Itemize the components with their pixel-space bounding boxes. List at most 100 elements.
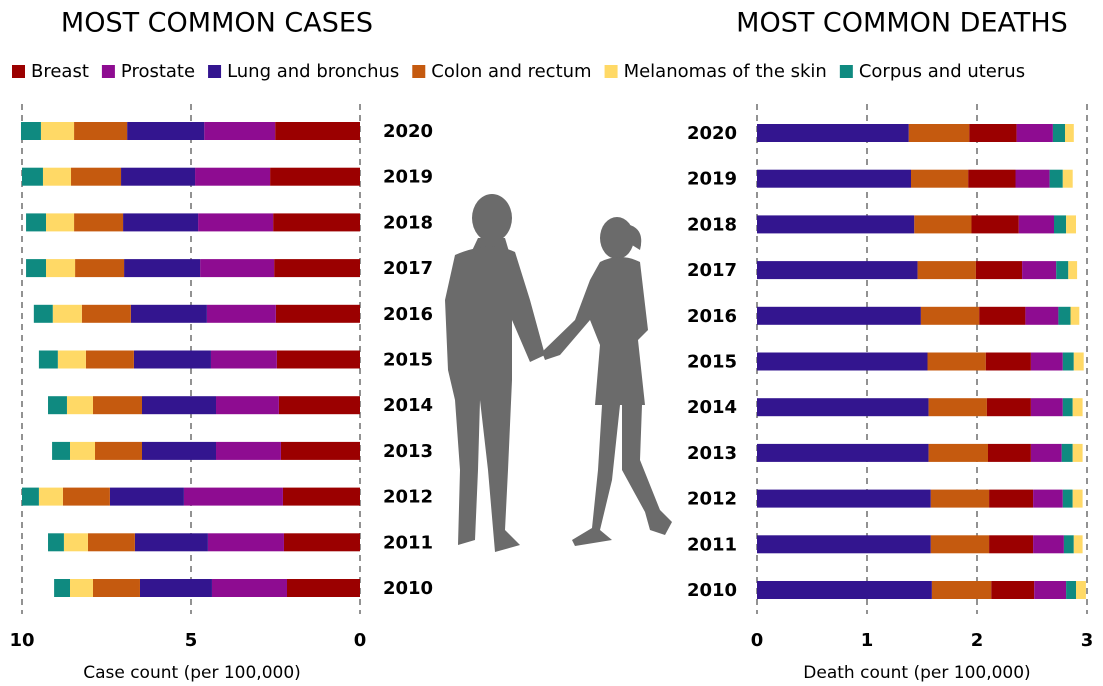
x-axis-label: Death count (per 100,000) <box>803 663 1030 683</box>
bar-segment <box>1058 307 1070 325</box>
bar-segment <box>757 535 931 553</box>
bar-segment <box>67 396 93 414</box>
bar-segment <box>135 533 208 551</box>
bar-segment <box>757 490 931 508</box>
bar-segment <box>988 444 1031 462</box>
bar-segment <box>93 396 142 414</box>
bar-segment <box>1068 261 1077 279</box>
bar-segment <box>1022 261 1056 279</box>
bar-segment <box>216 442 281 460</box>
bar-segment <box>270 168 360 186</box>
bar-segment <box>283 488 360 506</box>
bar-segment <box>53 305 82 323</box>
bar-segment <box>1056 261 1068 279</box>
bar-segment <box>929 444 988 462</box>
bar-segment <box>86 351 134 369</box>
chart-title: MOST COMMON CASES <box>61 8 373 39</box>
bar-segment <box>1066 215 1076 233</box>
bar-segment <box>48 396 67 414</box>
bar-segment <box>142 442 216 460</box>
legend-swatch <box>208 65 221 78</box>
bar-segment <box>26 213 46 231</box>
y-tick-label: 2016 <box>383 304 433 325</box>
legend-swatch <box>840 65 853 78</box>
bar-segment <box>64 533 88 551</box>
bar-segment <box>757 444 929 462</box>
bar-segment <box>184 488 283 506</box>
bar-segment <box>1033 535 1064 553</box>
bar-segment <box>48 533 64 551</box>
bar-segment <box>127 122 204 140</box>
bar-segment <box>54 579 70 597</box>
bar-segment <box>1066 581 1076 599</box>
bar-segment <box>22 168 43 186</box>
y-tick-label: 2013 <box>383 441 433 462</box>
bar-segment <box>207 305 276 323</box>
bar-segment <box>140 579 212 597</box>
y-tick-label: 2012 <box>687 489 737 510</box>
bar-segment <box>95 442 142 460</box>
y-tick-label: 2011 <box>383 532 433 553</box>
bar-segment <box>70 442 95 460</box>
chart: MOST COMMON CASES MOST COMMON DEATHS Cas… <box>0 0 1103 686</box>
bar-segment <box>757 307 921 325</box>
bar-segment <box>82 305 131 323</box>
bar-segment <box>757 124 909 142</box>
bar-segment <box>1034 581 1066 599</box>
bar-segment <box>273 213 360 231</box>
bar-segment <box>58 351 86 369</box>
bar-segment <box>1016 170 1050 188</box>
bar-segment <box>121 168 195 186</box>
bar-segment <box>21 122 41 140</box>
bar-segment <box>1017 124 1053 142</box>
bar-segment <box>1073 490 1083 508</box>
chart-title: MOST COMMON DEATHS <box>736 8 1068 39</box>
bar-segment <box>968 170 1015 188</box>
y-tick-label: 2011 <box>687 534 737 555</box>
legend-label: Colon and rectum <box>431 61 591 82</box>
bar-segment <box>1063 353 1074 371</box>
bar-segment <box>1062 444 1073 462</box>
bar-segment <box>1054 215 1066 233</box>
bar-segment <box>1076 581 1086 599</box>
bar-segment <box>22 488 39 506</box>
bar-segment <box>1071 307 1080 325</box>
bar-segment <box>124 259 200 277</box>
y-tick-label: 2015 <box>687 352 737 373</box>
bar-segment <box>142 396 216 414</box>
bar-segment <box>216 396 279 414</box>
bar-segment <box>1025 307 1058 325</box>
bar-segment <box>195 168 270 186</box>
y-tick-label: 2020 <box>383 121 433 142</box>
bar-segment <box>986 353 1031 371</box>
y-tick-label: 2010 <box>383 578 433 599</box>
bar-segment <box>74 213 123 231</box>
bar-segment <box>987 398 1031 416</box>
y-tick-label: 2019 <box>687 169 737 190</box>
bar-segment <box>131 305 207 323</box>
bar-segment <box>976 261 1022 279</box>
legend-swatch <box>605 65 618 78</box>
y-tick-label: 2018 <box>687 214 737 235</box>
legend-label: Breast <box>31 61 89 82</box>
bar-segment <box>43 168 71 186</box>
bar-segment <box>212 579 287 597</box>
bar-segment <box>88 533 135 551</box>
bar-segment <box>929 398 987 416</box>
bar-segment <box>757 215 914 233</box>
bar-segment <box>931 535 989 553</box>
bar-segment <box>979 307 1025 325</box>
bar-segment <box>287 579 360 597</box>
bar-segment <box>928 353 986 371</box>
y-tick-label: 2012 <box>383 487 433 508</box>
bar-segment <box>972 215 1019 233</box>
bar-segment <box>757 581 932 599</box>
bar-segment <box>1031 398 1063 416</box>
bar-segment <box>1031 353 1063 371</box>
bar-segment <box>41 122 74 140</box>
bar-segment <box>932 581 991 599</box>
couple-silhouette <box>445 194 672 552</box>
bar-segment <box>757 353 928 371</box>
x-tick-label: 3 <box>1081 630 1094 651</box>
bar-segment <box>909 124 970 142</box>
